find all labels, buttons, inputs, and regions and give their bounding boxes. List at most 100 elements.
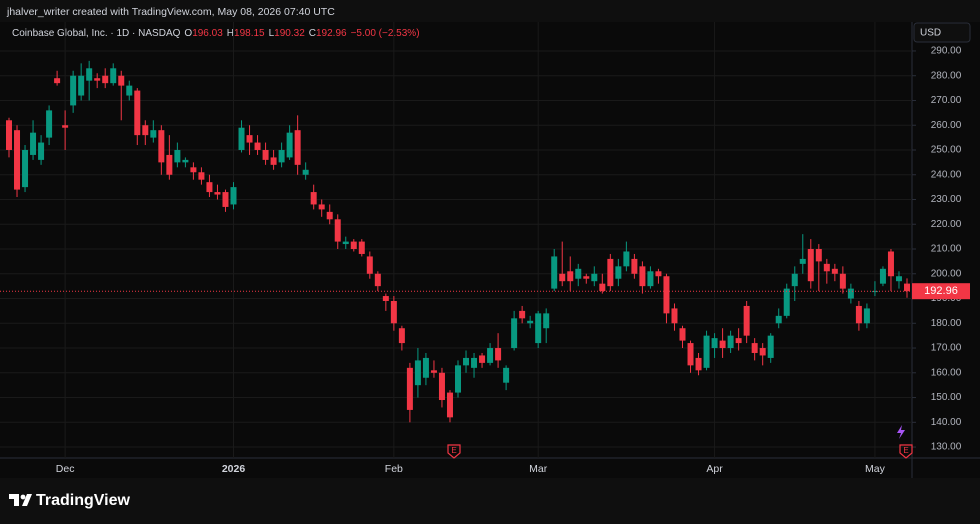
candle-body [398,328,405,344]
symbol-title: Coinbase Global, Inc. · 1D · NASDAQ [12,28,181,39]
candle-body [350,241,357,250]
candle-body [543,313,550,329]
candle-body [719,340,726,349]
footer [0,478,980,524]
candle-body [623,251,630,267]
ohlc-label: O [184,28,192,39]
candle-body [655,271,662,277]
currency-box[interactable] [913,22,971,43]
candle-body [326,211,333,220]
candle-body [671,308,678,324]
candle-body [174,149,181,163]
candle-body [639,266,646,287]
candle-body [463,357,470,366]
candle-body [631,258,638,274]
candle-body [14,130,21,190]
last-price-label: 192.96 [924,285,958,297]
candle-body [22,149,29,188]
candle-body [791,273,798,287]
candle-body [62,125,69,128]
x-tick-label: May [865,463,886,475]
candle-body [895,276,902,282]
candle-body [254,142,261,150]
candle-body [382,296,389,301]
logo-part [9,494,19,506]
candle-body [904,283,910,292]
candle-body [414,360,421,386]
candle-body [374,273,381,287]
candle-body [278,149,285,163]
x-tick-label: Apr [706,463,723,475]
low-value: 190.32 [274,28,305,39]
candle-body [863,308,870,324]
candle-body [887,251,894,277]
candle-body [438,372,445,401]
candle-body [575,268,582,279]
x-tick-label: Dec [56,463,75,475]
event-marker: E E [447,425,913,459]
y-tick-label: 130.00 [931,442,962,453]
candle-body [286,132,293,158]
event-shape [447,444,461,459]
dividend-icon [897,425,905,439]
candle-body [422,357,429,378]
candle-body [551,256,558,289]
candle-body [687,343,694,366]
candle-body [214,192,221,195]
logo-part [20,494,26,500]
candle-body [847,288,854,299]
candle-body [455,365,461,393]
candle-body [519,310,526,319]
candle-body [310,192,317,205]
candle-body [302,169,309,175]
candle-body [775,315,782,324]
candle-body [406,367,413,410]
y-tick-label: 240.00 [931,169,962,180]
candle-body [495,348,502,361]
x-tick-label: Feb [385,463,403,475]
candle-body [839,273,846,289]
candle-body [46,110,53,138]
candle-body [430,370,437,373]
candle-body [366,256,373,274]
candle-body [446,392,453,418]
y-tick-label: 180.00 [931,318,962,329]
chart-panel [0,22,980,478]
candle-body [759,348,766,356]
currency[interactable]: USD [920,28,941,39]
candle-body [318,204,325,210]
candle-body [6,120,12,150]
y-tick-label: 250.00 [931,145,962,156]
candle-body [823,263,830,272]
candle-body [94,78,101,81]
candle-body [342,241,349,245]
candle-body [711,338,718,349]
candle-body [799,258,806,264]
candle-body [599,283,606,292]
candle-body [567,271,574,282]
candle-body [126,85,133,96]
candle-body [70,75,77,106]
event-shape [899,444,913,459]
candle-body [294,130,301,165]
candle-body [118,75,125,86]
change-value: −5.00 (−2.53%) [351,28,420,39]
y-tick-label: 270.00 [931,95,962,106]
candle-body [86,68,93,81]
candle-body [206,182,213,193]
y-tick-label: 170.00 [931,343,962,354]
candle-body [727,335,734,349]
candle-body [142,125,149,136]
candle-body [751,343,758,353]
candle-body [198,172,205,180]
candle-body [879,268,886,284]
candle-body [158,130,165,163]
candle-body [166,154,173,175]
candle-body [471,357,478,368]
candle-body [831,268,838,274]
candle-body [150,130,157,138]
y-tick-label: 230.00 [931,194,962,205]
candle-body [238,127,245,150]
y-tick-label: 290.00 [931,46,962,57]
x-tick-label: Mar [529,463,548,475]
